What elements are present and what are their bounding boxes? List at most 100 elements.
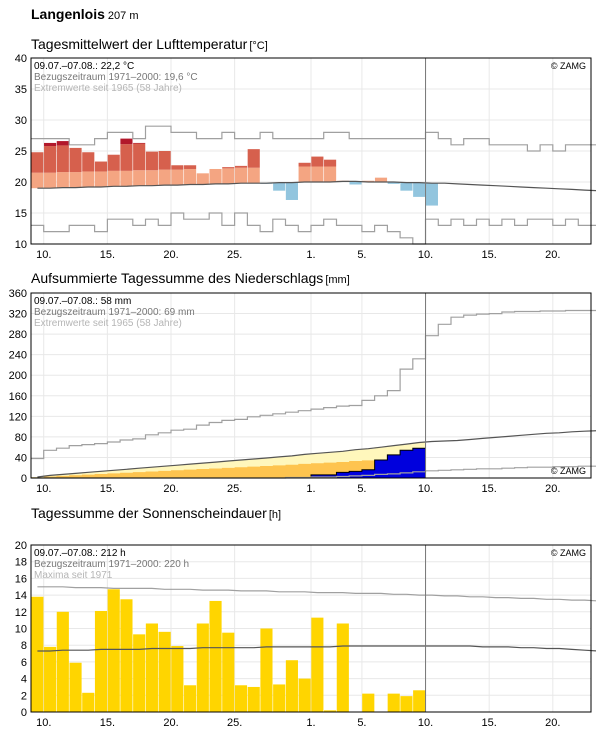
temperature-bar [247,149,260,168]
sunshine-xtick-label: 25. [227,717,242,729]
temperature-bar [184,165,197,169]
precipitation-chart: 0 40 80 120 160 200 240 280 320 360 10. 15. 20. 25. 1.… [9,288,596,495]
temperature-bar [298,166,311,182]
precipitation-xtick-label: 20. [163,483,178,495]
sunshine-bar [94,610,108,712]
temperature-bar [107,154,120,171]
temperature-bar [31,172,44,189]
temperature-chart: 10 15 20 25 30 35 40 10. 15. 20. 25. 1. 5. 10. 15. 20. 0… [15,53,596,261]
precipitation-max-extreme-line [31,309,596,460]
temperature-xtick-label: 20. [545,249,560,261]
station-name: Langenlois [31,6,105,22]
temperature-info-line: 09.07.–07.08.: 22,2 °C [34,61,134,72]
precipitation-xtick-label: 25. [227,483,242,495]
sunshine-bar [56,611,69,712]
sunshine-xtick-label: 20. [163,717,178,729]
temperature-ytick-label: 15 [15,208,27,220]
temperature-unit: [°C] [249,40,268,52]
precipitation-info-line: 09.07.–07.08.: 58 mm [34,296,131,307]
sunshine-copyright: © ZAMG [551,548,586,558]
precipitation-xtick-label: 1. [306,483,315,495]
sunshine-bar [209,600,222,712]
sunshine-bar [158,631,171,712]
temperature-bar [158,169,171,186]
sunshine-reference-line [37,645,596,652]
precipitation-ytick-label: 200 [9,370,27,382]
sunshine-bar [362,693,375,712]
sunshine-bar [260,628,273,712]
sunshine-info-line: 09.07.–07.08.: 212 h [34,548,126,559]
temperature-bar [311,166,324,182]
sunshine-bar [247,686,260,712]
sunshine-bar [107,589,120,712]
sunshine-xtick-label: 5. [357,717,366,729]
temperature-xtick-label: 15. [100,249,115,261]
temperature-bar [209,168,222,184]
precipitation-ytick-label: 120 [9,411,27,423]
temperature-bar [133,170,146,186]
temperature-ytick-label: 30 [15,115,27,127]
sunshine-bar [387,693,400,712]
precipitation-xtick-label: 15. [100,483,115,495]
sunshine-bar [273,684,286,712]
temperature-xtick-label: 1. [306,249,315,261]
temperature-bar [56,145,69,173]
temperature-bar [285,182,298,200]
sunshine-ytick-label: 2 [21,690,27,702]
sunshine-bar [285,660,298,712]
temperature-bar [413,182,426,197]
temperature-bar [145,151,158,171]
temperature-bar [171,169,184,186]
temperature-bar [56,141,69,146]
temperature-bar [69,147,82,173]
precipitation-ytick-label: 240 [9,350,27,362]
precipitation-lower-area [31,456,426,478]
temperature-bar [196,173,209,185]
sunshine-bar [171,646,184,712]
sunshine-bar [413,690,426,712]
sunshine-bar [44,646,57,712]
sunshine-ytick-label: 14 [15,590,27,602]
precipitation-xtick-label: 15. [482,483,497,495]
temperature-chart-title: Tagesmittelwert der Lufttemperatur [°C] [31,36,268,52]
sunshine-bar [69,662,82,712]
temperature-min-extreme-line [31,212,596,245]
precipitation-xtick-label: 5. [357,483,366,495]
precipitation-xtick-label: 10. [36,483,51,495]
sunshine-chart: 0 2 4 6 8 10 12 14 16 18 20 10. 15. 20. 25. 1. 5. 10. 15. 2… [15,540,596,729]
precipitation-xtick-label: 20. [545,483,560,495]
sunshine-bar [82,692,95,712]
temperature-ytick-label: 25 [15,146,27,158]
temperature-bar [56,172,69,188]
temperature-bar [273,182,286,191]
temperature-bar [425,183,438,206]
precipitation-ytick-label: 0 [21,473,27,485]
sunshine-bar [298,678,311,712]
temperature-ytick-label: 10 [15,239,27,251]
temperature-bar [158,151,171,170]
precipitation-ytick-label: 40 [15,452,27,464]
station-altitude: 207 m [107,10,139,22]
sunshine-bar [234,685,248,712]
sunshine-bar [196,623,209,712]
sunshine-ytick-label: 6 [21,657,27,669]
sunshine-ytick-label: 10 [15,624,27,636]
temperature-bar [82,171,95,187]
precipitation-title-text: Aufsummierte Tagessumme des Niederschlag… [31,270,324,286]
sunshine-ytick-label: 4 [21,674,27,686]
temperature-xtick-label: 5. [357,249,366,261]
sunshine-bar [133,634,146,712]
temperature-bar [107,170,120,187]
sunshine-bar [120,599,133,712]
temperature-bar [94,161,108,172]
sunshine-xtick-label: 10. [418,717,433,729]
temperature-bar [120,170,133,187]
temperature-bar [362,180,375,182]
temperature-bar [324,166,337,182]
temperature-bar [120,138,133,145]
precipitation-ytick-label: 80 [15,432,27,444]
temperature-xtick-label: 20. [163,249,178,261]
sunshine-bar [31,596,44,712]
sunshine-ytick-label: 20 [15,540,27,552]
precipitation-ytick-label: 360 [9,288,27,300]
